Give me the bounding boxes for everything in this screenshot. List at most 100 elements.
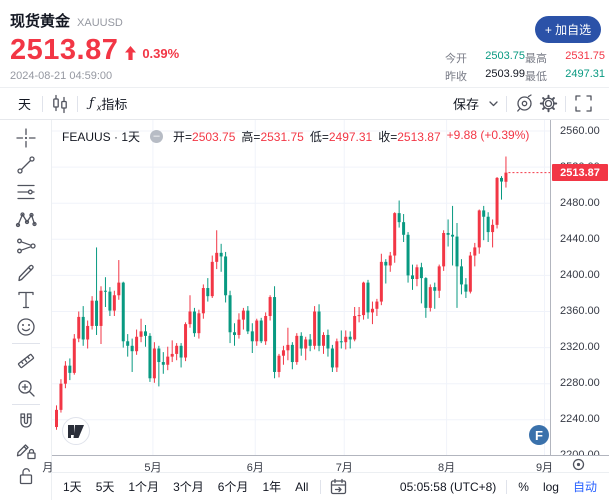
range-button-1年[interactable]: 1年 xyxy=(262,480,282,494)
goto-date-button[interactable] xyxy=(326,475,350,499)
x-axis-label: 5月 xyxy=(144,462,162,474)
price-axis[interactable]: 2513.87 2560.002520.002480.002440.002400… xyxy=(550,120,609,472)
trend-line-tool-button[interactable] xyxy=(9,151,43,178)
x-axis-label: 7月 xyxy=(335,462,353,474)
toolbar-divider xyxy=(506,95,507,112)
legend-low: 2497.31 xyxy=(328,130,373,144)
add-watchlist-button[interactable]: + 加自选 xyxy=(535,16,601,43)
toolbar-right: 保存 xyxy=(447,92,609,116)
x-axis-label: 8月 xyxy=(438,462,456,474)
crosshair-tool-button[interactable] xyxy=(9,124,43,151)
ruler-icon xyxy=(17,353,34,368)
symbol-code: XAUUSD xyxy=(77,17,123,29)
range-button-3个月[interactable]: 3个月 xyxy=(173,480,204,494)
save-menu-button[interactable] xyxy=(485,92,501,116)
up-arrow-icon xyxy=(125,45,137,60)
chart-plot-area[interactable] xyxy=(52,120,550,455)
projection-tool-button[interactable] xyxy=(9,232,43,259)
xabcd-pattern-icon xyxy=(15,211,37,227)
axis-settings-button[interactable] xyxy=(572,458,585,476)
tools-divider xyxy=(11,404,40,405)
interval-button[interactable]: 天 xyxy=(18,97,32,112)
candlestick-icon xyxy=(53,94,67,113)
bottom-bar: 1天 5天 1个月 3个月 6个月 1年 All 05:05:58 (UTC+8) % lo… xyxy=(52,472,609,500)
lock-icon xyxy=(19,467,32,484)
measure-tool-button[interactable] xyxy=(9,347,43,374)
range-button-5天[interactable]: 5天 xyxy=(95,480,115,494)
legend-title: FEAUUS · 1天 xyxy=(62,130,141,144)
time-axis[interactable]: 月 5月 6月 7月 8月 9月 xyxy=(42,455,609,474)
stat-high: 最高 2531.75 xyxy=(525,50,605,65)
settings-gear-icon xyxy=(539,94,557,113)
last-price: 2513.87 xyxy=(10,34,119,66)
y-axis-label: 2320.00 xyxy=(560,341,600,354)
brush-tool-button[interactable] xyxy=(9,259,43,286)
axis-gear-icon xyxy=(572,458,585,471)
session-clock[interactable]: 05:05:58 (UTC+8) xyxy=(399,479,497,494)
range-button-6个月[interactable]: 6个月 xyxy=(217,480,249,494)
fullscreen-icon xyxy=(574,95,592,112)
drawing-lock-mode-button[interactable] xyxy=(9,435,43,462)
fullscreen-button[interactable] xyxy=(571,92,595,116)
zoom-in-tool-button[interactable] xyxy=(9,374,43,401)
change-percent: 0.39% xyxy=(142,46,180,61)
save-button[interactable]: 保存 xyxy=(452,97,479,112)
chart-legend: FEAUUS · 1天 – 开=2503.75 高=2531.75 低=2497… xyxy=(62,128,529,145)
y-axis-label: 2360.00 xyxy=(560,305,600,317)
log-scale-button[interactable]: log xyxy=(542,479,559,494)
fib-retracement-icon xyxy=(16,184,35,199)
tradingview-logo[interactable] xyxy=(62,417,90,445)
symbol-name: 现货黄金 xyxy=(10,13,71,30)
fib-retracement-tool-button[interactable] xyxy=(9,178,43,205)
legend-collapse-button[interactable]: – xyxy=(150,130,164,143)
x-axis-label: 月 xyxy=(42,462,54,474)
zoom-in-icon xyxy=(17,379,35,397)
y-axis-label: 2400.00 xyxy=(560,268,600,281)
trend-line-icon xyxy=(16,155,35,174)
candlestick-chart[interactable] xyxy=(52,120,550,455)
calendar-icon xyxy=(330,478,347,495)
last-price-tag: 2513.87 xyxy=(552,164,608,182)
quote-timestamp: 2024-08-21 04:59:00 xyxy=(10,70,113,82)
pencil-lock-icon xyxy=(16,443,36,459)
smiley-icon xyxy=(16,317,35,336)
tradingview-glyph-icon xyxy=(68,424,84,438)
y-axis-label: 2440.00 xyxy=(560,232,600,245)
y-axis-label: 2280.00 xyxy=(560,377,600,390)
chevron-down-icon xyxy=(488,100,498,106)
text-tool-button[interactable] xyxy=(9,286,43,313)
range-buttons: 1天 5天 1个月 3个月 6个月 1年 All xyxy=(56,478,315,495)
crosshair-icon xyxy=(15,127,36,148)
range-button-All[interactable]: All xyxy=(295,479,309,494)
brush-icon xyxy=(17,264,34,281)
drawing-toolbar xyxy=(0,120,52,500)
snapshot-button[interactable] xyxy=(512,92,536,116)
text-icon xyxy=(17,291,34,308)
lock-all-drawings-button[interactable] xyxy=(9,462,43,489)
tools-divider xyxy=(11,343,40,344)
range-button-1个月[interactable]: 1个月 xyxy=(128,480,160,494)
bottom-divider xyxy=(506,479,508,494)
y-axis-label: 2240.00 xyxy=(560,413,600,426)
magnet-mode-button[interactable] xyxy=(9,408,43,435)
percent-scale-button[interactable]: % xyxy=(518,479,529,494)
stat-prev-close: 昨收 2503.99 xyxy=(445,68,525,83)
settings-button[interactable] xyxy=(536,92,560,116)
range-button-1天[interactable]: 1天 xyxy=(63,480,82,494)
x-axis-label: 9月 xyxy=(535,462,554,474)
y-axis-label: 2560.00 xyxy=(560,124,600,137)
emoji-tool-button[interactable] xyxy=(9,313,43,340)
snapshot-camera-icon xyxy=(516,94,532,112)
toolbar-divider xyxy=(565,95,566,112)
pattern-tool-button[interactable] xyxy=(9,205,43,232)
auto-scale-button[interactable]: 自动 xyxy=(572,480,597,494)
forecast-projection-icon xyxy=(16,238,36,253)
site-watermark-badge: F xyxy=(529,425,549,445)
legend-high: 2531.75 xyxy=(260,130,304,144)
price-row: 2513.87 0.39% xyxy=(10,34,179,67)
chart-style-candles-button[interactable] xyxy=(48,92,72,116)
